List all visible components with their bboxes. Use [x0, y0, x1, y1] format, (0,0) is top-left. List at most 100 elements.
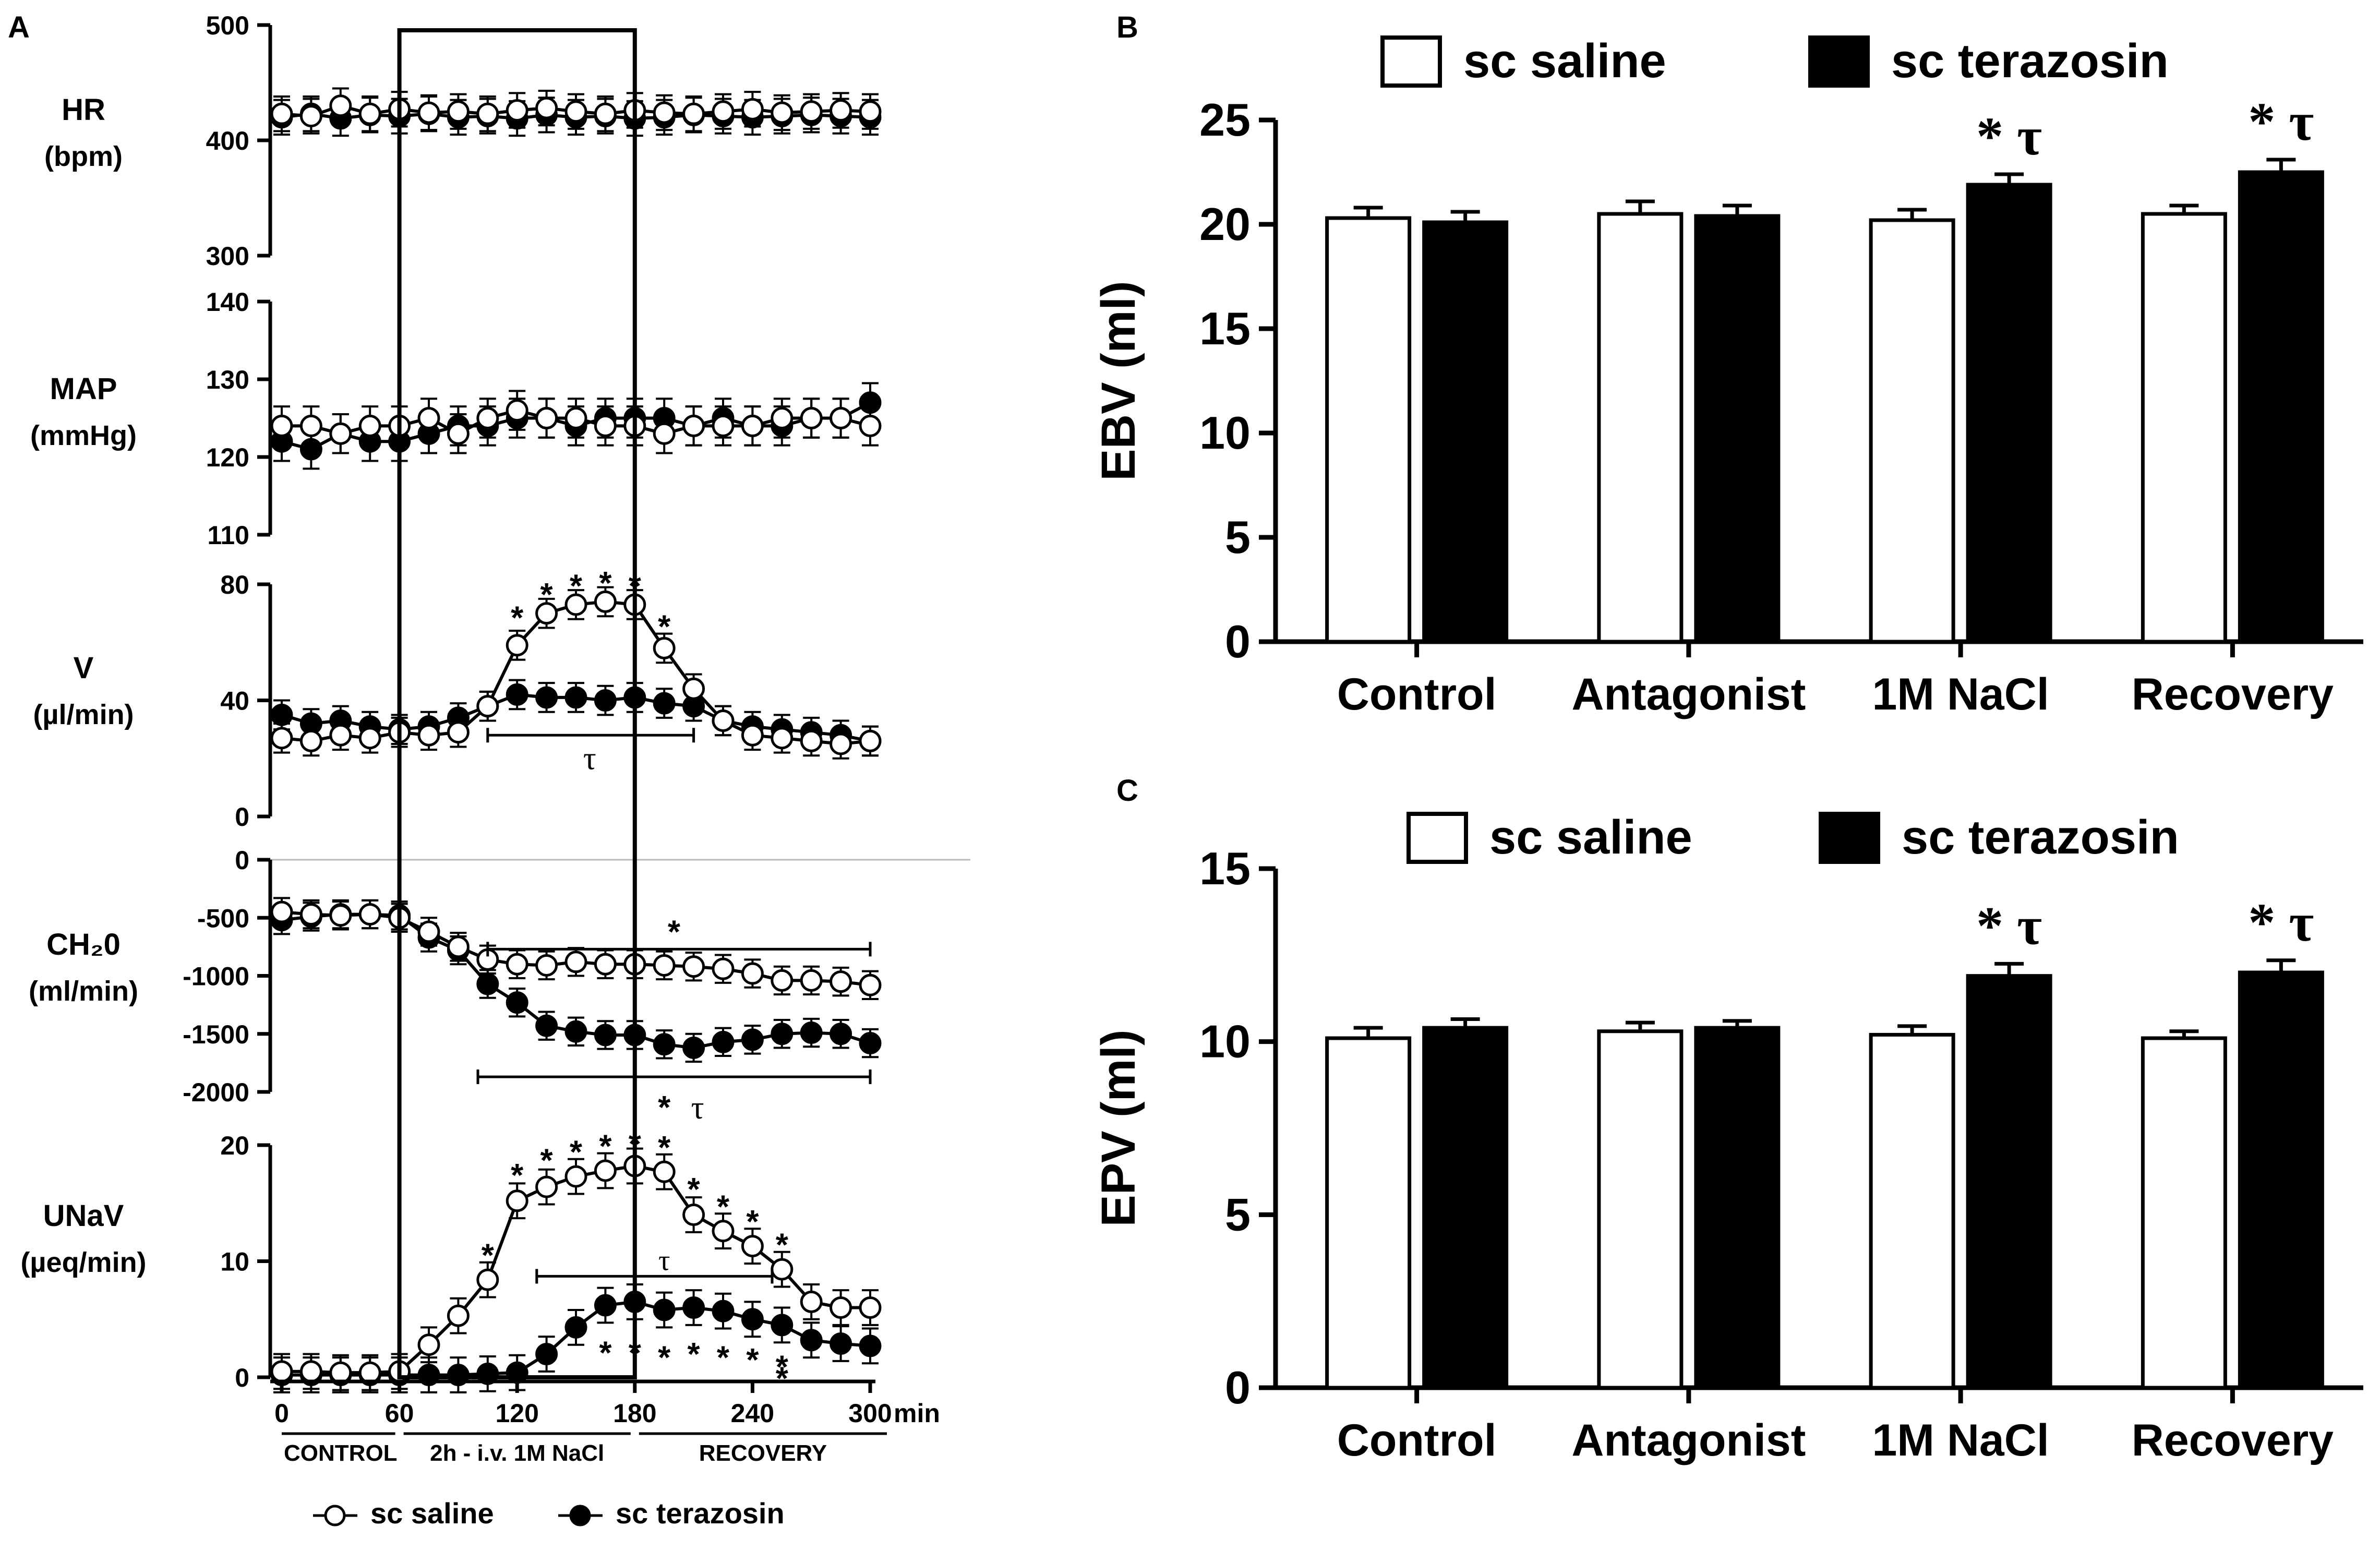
data-point: [270, 102, 293, 125]
x-tick-label: Antagonist: [1571, 1415, 1806, 1465]
data-point: [506, 99, 528, 122]
y-tick-label: 0: [1225, 1362, 1251, 1413]
data-point: [506, 634, 528, 657]
significance-star: *: [658, 1130, 671, 1166]
significance-star: *: [658, 609, 671, 645]
infusion-period-box: [397, 28, 637, 1379]
data-point: [535, 1343, 558, 1365]
data-point: [564, 686, 587, 709]
data-point: [800, 729, 823, 752]
y-tick-label: 10: [1199, 1016, 1251, 1067]
y-tick-label: 0: [1225, 616, 1251, 667]
data-point: [712, 1220, 735, 1243]
data-point: [594, 102, 617, 125]
data-point: [741, 1235, 764, 1258]
y-tick-label: -1500: [183, 1020, 249, 1049]
data-point: [712, 414, 735, 437]
data-point: [741, 962, 764, 985]
data-point: [564, 951, 587, 973]
y-axis-label-ch2o: CH₂0: [46, 928, 121, 961]
y-tick-label: 5: [1225, 1188, 1251, 1240]
significance-label: * τ: [1976, 106, 2042, 166]
x-tick-label: 300: [848, 1399, 892, 1428]
bar-terazosin: [1966, 974, 2052, 1390]
data-point: [270, 414, 293, 437]
y-tick-label: 300: [206, 242, 249, 271]
data-point: [682, 1204, 705, 1226]
bar-terazosin: [2238, 970, 2324, 1390]
y-axis-label-map: MAP: [50, 372, 117, 406]
data-point: [299, 414, 322, 437]
significance-star: *: [746, 1342, 759, 1378]
legend-label-terazosin: sc terazosin: [616, 1497, 785, 1530]
data-point: [682, 1036, 705, 1059]
data-point: [594, 1024, 617, 1047]
data-point: [535, 97, 558, 119]
data-point: [535, 1014, 558, 1037]
y-tick-label: 5: [1225, 511, 1251, 563]
data-point: [535, 407, 558, 429]
bar-saline: [1597, 1029, 1684, 1390]
legend-swatch-terazosin: [1819, 812, 1880, 864]
panel-label: B: [1116, 10, 1138, 44]
significance-label: * τ: [1976, 896, 2042, 956]
y-tick-label: 120: [206, 443, 249, 472]
y-tick-label: 15: [1199, 303, 1251, 354]
data-point: [859, 414, 882, 437]
bar-terazosin: [1966, 183, 2052, 644]
y-axis-label-hr: HR: [62, 93, 105, 127]
significance-star: *: [688, 1337, 701, 1373]
phase-label: RECOVERY: [699, 1440, 827, 1466]
data-point: [594, 689, 617, 712]
data-point: [535, 954, 558, 977]
data-point: [830, 407, 852, 429]
significance-tau: τ: [658, 1244, 670, 1277]
y-axis-label: EBV (ml): [1092, 281, 1145, 480]
data-point: [299, 105, 322, 128]
data-point: [830, 99, 852, 122]
series-saline: [270, 87, 882, 135]
significance-star: *: [658, 1340, 671, 1376]
significance-star: *: [688, 1172, 701, 1208]
data-point: [476, 407, 499, 429]
significance-star: *: [599, 566, 612, 602]
y-axis-unit-hr: (bpm): [44, 141, 123, 172]
y-tick-label: 500: [206, 11, 249, 40]
legend-swatch-terazosin: [1808, 35, 1870, 88]
data-point: [741, 1028, 764, 1051]
legend-label-saline: sc saline: [1489, 811, 1692, 864]
data-point: [653, 1160, 676, 1183]
data-point: [329, 422, 352, 445]
x-tick-label: 180: [613, 1399, 656, 1428]
data-point: [270, 1360, 293, 1383]
bar-terazosin: [1422, 220, 1509, 644]
panel-label-a: A: [8, 10, 30, 44]
significance-star: *: [717, 1189, 730, 1225]
significance-star: *: [746, 1204, 759, 1240]
series-saline: [270, 586, 882, 760]
data-point: [594, 590, 617, 613]
bar-saline: [1869, 218, 1955, 644]
y-tick-label: 20: [220, 1131, 249, 1160]
data-point: [564, 593, 587, 616]
data-point: [447, 422, 470, 445]
data-point: [859, 100, 882, 123]
data-point: [594, 1159, 617, 1182]
data-point: [712, 709, 735, 732]
data-point: [653, 1033, 676, 1056]
bar-saline: [1869, 1032, 1955, 1390]
data-point: [859, 973, 882, 996]
significance-star: *: [599, 1129, 612, 1165]
data-point: [653, 954, 676, 977]
y-tick-label: -1000: [183, 962, 249, 991]
data-point: [417, 724, 440, 747]
data-point: [447, 721, 470, 744]
y-tick-label: 0: [235, 1363, 249, 1392]
data-point: [329, 904, 352, 927]
data-point: [506, 399, 528, 422]
data-point: [653, 692, 676, 715]
data-point: [476, 1268, 499, 1291]
data-point: [358, 903, 381, 926]
data-point: [859, 729, 882, 752]
data-point: [830, 1332, 852, 1355]
